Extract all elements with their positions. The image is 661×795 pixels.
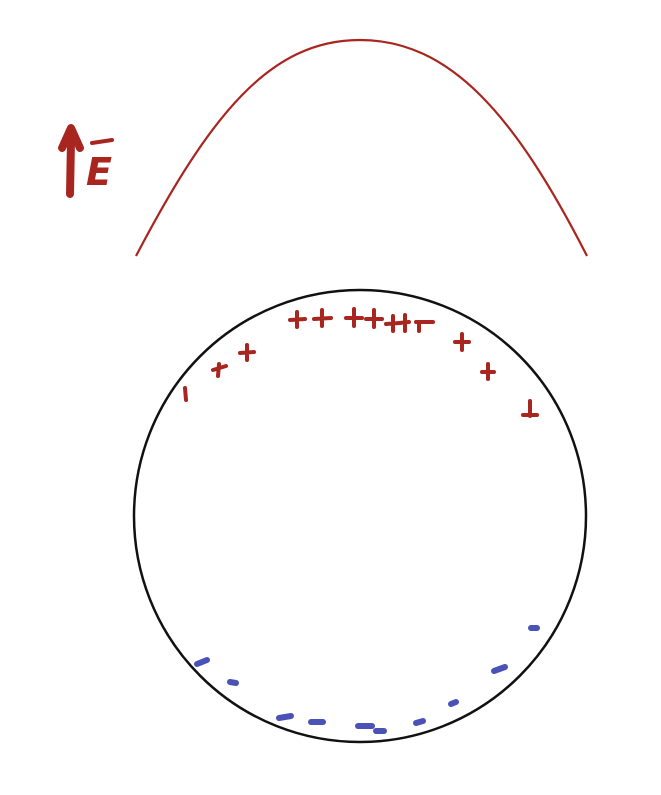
negative-charge	[448, 699, 459, 707]
positive-charge	[288, 310, 307, 329]
negative-charge	[413, 718, 426, 726]
positive-charge	[364, 308, 384, 329]
positive-charge	[344, 307, 364, 328]
negative-charge	[491, 664, 508, 674]
field-label: E	[86, 150, 112, 194]
positive-charge	[312, 308, 333, 328]
sphere-outline	[132, 288, 588, 744]
negative-charge	[276, 713, 294, 721]
positive-charge	[211, 362, 228, 378]
negative-charge	[194, 657, 210, 667]
positive-charge	[480, 362, 496, 381]
positive-charge	[397, 313, 411, 333]
field-indicator: E	[58, 124, 114, 198]
negative-charges	[194, 625, 540, 734]
field-arrow-icon	[58, 124, 84, 198]
field-wave-curve	[135, 38, 588, 257]
positive-charges	[183, 307, 539, 418]
field-vector-bar	[90, 138, 114, 145]
positive-charge	[183, 386, 188, 402]
negative-charge	[227, 679, 239, 686]
positive-charge	[414, 320, 435, 333]
positive-charge	[238, 343, 256, 362]
positive-charge	[521, 399, 539, 418]
positive-charge	[453, 332, 471, 352]
